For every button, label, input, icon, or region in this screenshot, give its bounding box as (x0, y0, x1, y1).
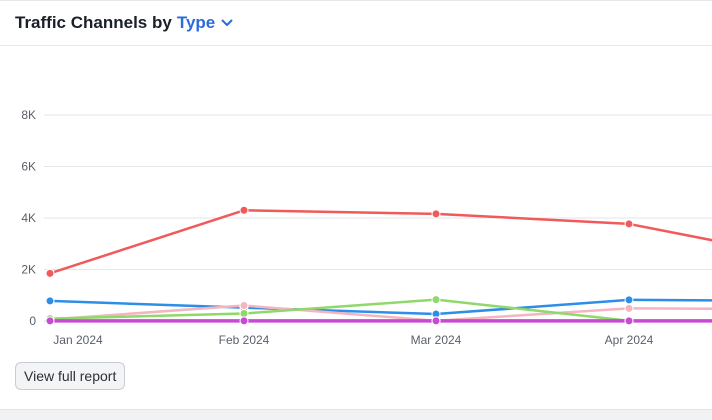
data-point[interactable] (431, 295, 441, 305)
data-point[interactable] (239, 301, 249, 311)
title-text: Traffic Channels by (15, 13, 172, 32)
traffic-line-chart: 0 2K 4K 6K 8K Jan 2024 Feb 2024 Mar 2024 Apr 202… (21, 108, 712, 347)
view-full-report-button[interactable]: View full report (15, 362, 126, 390)
data-point[interactable] (45, 268, 55, 278)
data-point[interactable] (239, 309, 249, 319)
card-header: Traffic Channels by Type (0, 1, 712, 46)
x-tick-label: Jan 2024 (53, 333, 103, 347)
data-point[interactable] (239, 205, 249, 215)
chevron-down-icon (221, 19, 233, 26)
data-point[interactable] (431, 209, 441, 219)
y-tick-label: 4K (21, 211, 36, 225)
data-point[interactable] (45, 316, 55, 326)
y-tick-label: 6K (21, 160, 36, 174)
data-point[interactable] (431, 316, 441, 326)
traffic-channels-card: Traffic Channels by Type 0 2K 4K 6K 8K Jan 20… (0, 0, 712, 390)
data-point[interactable] (45, 296, 55, 306)
channel-type-value: Type (176, 13, 216, 32)
y-tick-label: 2K (21, 263, 36, 277)
x-tick-label: Mar 2024 (411, 333, 462, 347)
series-group (45, 205, 712, 326)
x-tick-label: Apr 2024 (605, 333, 654, 347)
data-point[interactable] (624, 219, 634, 229)
data-point[interactable] (624, 295, 634, 305)
channel-type-dropdown[interactable]: Type (177, 13, 233, 33)
data-point[interactable] (239, 316, 249, 326)
footer-strip (0, 409, 712, 420)
x-tick-label: Feb 2024 (219, 333, 270, 347)
y-tick-label: 0 (29, 314, 36, 328)
series-line-0 (49, 209, 712, 275)
data-point[interactable] (624, 303, 634, 313)
card-title: Traffic Channels by Type (15, 13, 233, 33)
data-point[interactable] (624, 316, 634, 326)
y-tick-label: 8K (21, 108, 36, 122)
